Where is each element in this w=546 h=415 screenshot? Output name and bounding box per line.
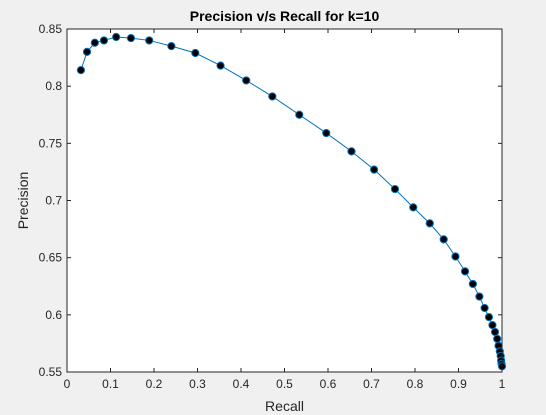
data-point <box>484 313 494 322</box>
data-point <box>475 292 484 301</box>
x-tick-label: 1 <box>499 377 506 391</box>
x-tick-label: 0.4 <box>233 377 250 391</box>
y-axis-label: Precision <box>15 172 31 230</box>
data-point <box>493 334 502 343</box>
data-point <box>76 66 86 75</box>
x-tick-label: 0.5 <box>276 377 293 391</box>
data-point <box>112 32 121 42</box>
data-point <box>490 327 500 337</box>
x-tick-label: 0.8 <box>407 377 424 391</box>
data-point <box>425 219 434 228</box>
data-point <box>370 165 379 174</box>
axes-background <box>67 29 502 372</box>
y-tick-label: 0.85 <box>39 22 63 36</box>
data-point <box>451 252 460 261</box>
x-tick-label: 0 <box>64 377 71 391</box>
chart-title: Precision v/s Recall for k=10 <box>190 8 380 24</box>
x-tick-label: 0.1 <box>102 377 119 391</box>
data-point <box>390 184 400 194</box>
y-tick-label: 0.55 <box>39 365 63 379</box>
data-point <box>268 92 277 101</box>
x-axis: 0 0.1 0.2 0.3 0.4 0.5 0.6 0.7 0.8 0.9 1 <box>64 29 506 391</box>
x-tick-label: 0.2 <box>146 377 163 391</box>
data-point <box>82 47 92 56</box>
x-tick-label: 0.3 <box>189 377 206 391</box>
data-point <box>347 147 356 156</box>
data-point <box>90 38 99 47</box>
y-tick-label: 0.7 <box>45 194 62 208</box>
data-point <box>126 34 136 43</box>
y-axis: 0.55 0.6 0.65 0.7 0.75 0.8 0.85 <box>39 22 502 379</box>
data-point <box>99 36 109 45</box>
x-tick-label: 0.7 <box>363 377 380 391</box>
data-point <box>216 61 225 70</box>
x-tick-label: 0.9 <box>450 377 467 391</box>
y-tick-label: 0.6 <box>45 308 62 322</box>
data-point <box>468 279 477 289</box>
y-tick-label: 0.8 <box>45 79 62 93</box>
x-tick-label: 0.6 <box>320 377 337 391</box>
data-point <box>295 110 304 119</box>
data-point <box>460 267 470 276</box>
x-axis-label: Recall <box>265 398 304 414</box>
y-tick-label: 0.75 <box>39 136 63 150</box>
data-point <box>145 36 154 45</box>
data-point <box>242 76 251 85</box>
data-point <box>488 321 497 330</box>
data-point <box>191 48 200 58</box>
y-tick-label: 0.65 <box>39 251 63 265</box>
data-point <box>480 303 489 313</box>
data-point <box>167 42 176 51</box>
data-point <box>322 128 331 138</box>
data-point <box>409 203 418 212</box>
data-point <box>439 235 448 244</box>
